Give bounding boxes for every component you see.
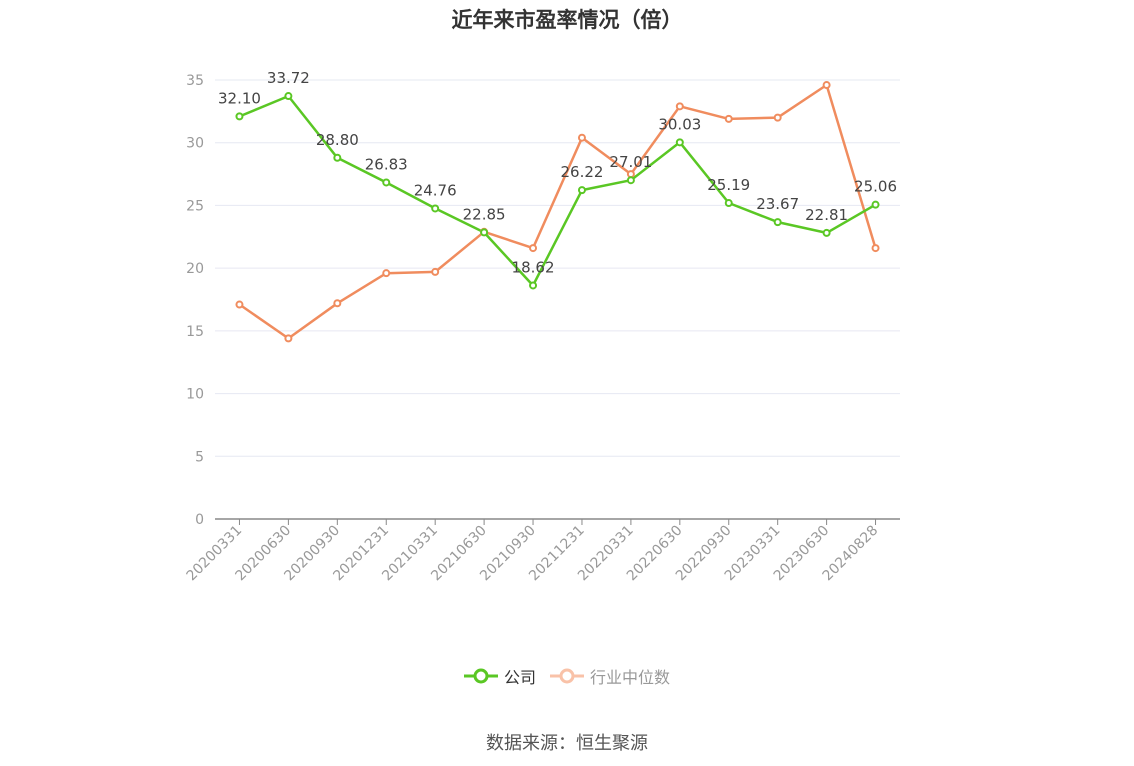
data-label: 22.85	[463, 205, 506, 223]
data-point	[577, 186, 586, 195]
data-point	[382, 269, 391, 278]
data-label: 18.62	[512, 258, 555, 276]
data-point	[675, 102, 684, 111]
y-tick-label: 0	[195, 512, 204, 528]
data-label: 27.01	[609, 153, 652, 171]
y-axis-ticks: 0 5 10 15 20 25 30 35	[186, 73, 204, 528]
series-lines	[238, 83, 877, 340]
data-point	[724, 199, 733, 208]
y-tick-label: 10	[186, 387, 204, 403]
data-point	[773, 218, 782, 227]
data-point	[577, 133, 586, 142]
data-point	[431, 204, 440, 213]
data-point	[284, 92, 293, 101]
x-axis: 2020033120200630202009302020123120210331…	[184, 518, 900, 584]
data-point	[675, 138, 684, 147]
data-label: 32.10	[218, 89, 261, 107]
data-point	[529, 244, 538, 253]
y-tick-label: 5	[195, 449, 204, 465]
legend: 公司 行业中位数	[0, 664, 1134, 688]
data-point	[235, 112, 244, 121]
line-chart: 0 5 10 15 20 25 30 35 2020033120200630202009302…	[184, 69, 900, 584]
data-point	[333, 153, 342, 162]
y-tick-label: 15	[186, 324, 204, 340]
data-label: 28.80	[316, 131, 359, 149]
data-point	[822, 81, 831, 90]
data-point	[724, 114, 733, 123]
data-label: 26.83	[365, 155, 408, 173]
data-labels: 32.10 33.72 28.80 26.83 24.76 22.85 18.62 26.22…	[218, 69, 897, 276]
data-point	[431, 267, 440, 276]
data-label: 33.72	[267, 69, 310, 87]
data-point	[333, 299, 342, 308]
legend-marker-company	[463, 668, 498, 684]
data-point	[871, 200, 880, 209]
y-tick-label: 25	[186, 198, 204, 214]
data-point	[822, 228, 831, 237]
y-tick-label: 20	[186, 261, 204, 277]
legend-label-company: 公司	[503, 668, 536, 687]
data-label: 26.22	[560, 163, 603, 181]
grid-lines	[215, 79, 900, 457]
data-point	[626, 176, 635, 185]
series-line	[239, 94, 877, 287]
chart-title: 近年来市盈率情况（倍）	[451, 8, 683, 32]
data-point	[284, 334, 293, 343]
data-point	[871, 244, 880, 253]
data-point	[529, 281, 538, 290]
legend-item-industry-median[interactable]: 行业中位数	[550, 664, 670, 688]
data-label: 22.81	[805, 206, 848, 224]
series-points	[235, 81, 880, 343]
data-point	[382, 178, 391, 187]
data-point	[626, 170, 635, 179]
data-point	[480, 228, 489, 237]
data-label: 23.67	[756, 195, 799, 213]
legend-marker-industry-median	[550, 668, 584, 684]
series-line	[238, 83, 877, 340]
data-label: 24.76	[414, 181, 457, 199]
y-tick-label: 30	[186, 136, 204, 152]
legend-item-company[interactable]: 公司	[463, 664, 536, 688]
y-tick-label: 35	[186, 73, 204, 89]
data-label: 25.06	[854, 178, 897, 196]
data-label: 30.03	[658, 115, 701, 133]
data-point	[235, 300, 244, 309]
data-label: 25.19	[707, 176, 750, 194]
data-point	[773, 113, 782, 122]
data-source: 数据来源：恒生聚源	[486, 733, 648, 754]
legend-label-industry-median: 行业中位数	[590, 668, 671, 687]
